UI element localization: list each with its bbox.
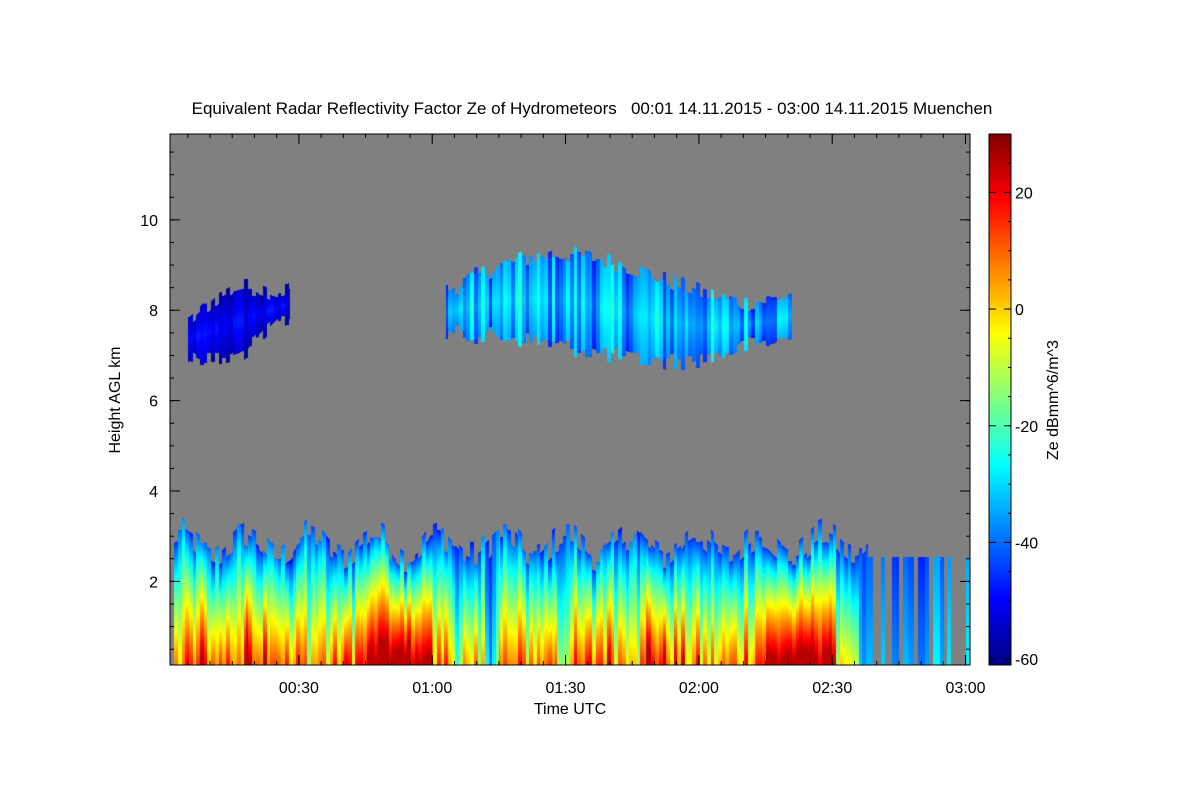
colorbar-tick-label: 20 [1015, 185, 1033, 202]
colorbar-tick-label: 0 [1015, 302, 1024, 319]
colorbar-scale [988, 133, 1012, 666]
colorbar-label: Ze dBmm^6/m^3 [1045, 340, 1062, 460]
colorbar: 20 0 -20 -40 -60 [988, 133, 1038, 669]
colorbar-tick-label: -20 [1015, 419, 1038, 436]
x-tick-label: 02:00 [679, 680, 719, 697]
x-tick-label: 01:00 [412, 680, 452, 697]
x-tick-label: 02:30 [812, 680, 852, 697]
plot-area [169, 133, 971, 666]
plot-frame [169, 133, 971, 666]
y-tick-label: 6 [149, 394, 158, 411]
y-axis-label: Height AGL km [107, 346, 124, 453]
y-tick-label: 10 [140, 213, 158, 230]
chart-title: Equivalent Radar Reflectivity Factor Ze … [192, 99, 993, 118]
x-axis-label: Time UTC [534, 701, 606, 718]
colorbar-tick-label: -40 [1015, 535, 1038, 552]
x-tick-label: 00:30 [279, 680, 319, 697]
y-tick-label: 4 [149, 484, 158, 501]
reflectivity-heatmap [170, 134, 970, 665]
x-tick-label: 01:30 [546, 680, 586, 697]
x-tick-label: 03:00 [946, 680, 986, 697]
y-tick-label: 8 [149, 303, 158, 320]
y-axis: 2 4 6 8 10 [140, 151, 970, 650]
colorbar-ticks: 20 0 -20 -40 -60 [989, 133, 1038, 669]
x-axis: 00:30 01:00 01:30 02:00 02:30 03:00 [187, 134, 986, 697]
y-tick-label: 2 [149, 574, 158, 591]
colorbar-tick-label: -60 [1015, 652, 1038, 669]
